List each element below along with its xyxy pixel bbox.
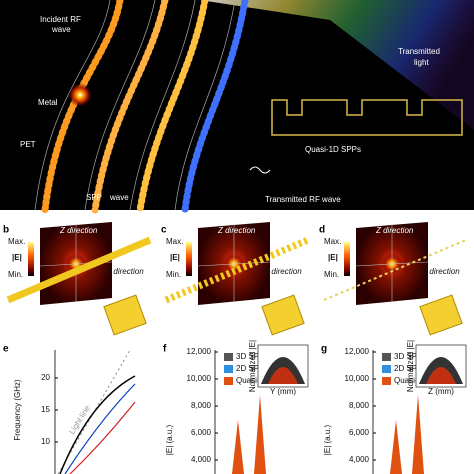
- label: Max.: [8, 237, 25, 246]
- y-axis-label: |E| (a.u.): [323, 424, 332, 455]
- label: Quasi-1D SPPs: [305, 145, 361, 154]
- color-bar: [186, 242, 192, 276]
- label: Transmitted: [398, 47, 440, 56]
- panel-letter: g: [321, 344, 327, 355]
- label: wave: [109, 193, 129, 202]
- color-bar: [28, 242, 34, 276]
- tick-label: 15: [41, 405, 50, 414]
- label: |E|: [170, 253, 180, 262]
- label: Y direction: [106, 267, 144, 276]
- label: Metal: [38, 98, 58, 107]
- peak: [412, 395, 424, 474]
- panel-letter: e: [3, 344, 9, 355]
- label: |E|: [328, 253, 338, 262]
- label: Max.: [166, 237, 183, 246]
- legend-label: 3D SPPs: [236, 352, 268, 361]
- tick-label: 8,000: [191, 401, 212, 410]
- inset-peak: [268, 367, 298, 384]
- legend-swatch: [382, 377, 391, 385]
- legend-swatch: [224, 365, 233, 373]
- label: Z direction: [59, 226, 98, 235]
- curve: [59, 375, 136, 474]
- tick-label: 10,000: [187, 374, 212, 383]
- unit-cell: [103, 294, 147, 336]
- tick-label: 6,000: [349, 428, 370, 437]
- tick-label: 8,000: [349, 401, 370, 410]
- color-bar: [344, 242, 350, 276]
- label: SPP: [86, 193, 102, 202]
- inset-label: Normalized |E|: [248, 340, 257, 392]
- label: wave: [51, 25, 71, 34]
- tick-label: 4,000: [349, 455, 370, 464]
- legend-swatch: [224, 353, 233, 361]
- legend-swatch: [382, 353, 391, 361]
- label: Min.: [8, 270, 23, 279]
- label: Incident RF: [40, 15, 81, 24]
- panel-letter: f: [163, 344, 167, 355]
- axis-line: [355, 261, 429, 267]
- tick-label: 12,000: [345, 347, 370, 356]
- panel-a: Incident RF wave Metal PET SPP wave Tran…: [0, 0, 474, 214]
- panel-letter: d: [319, 225, 325, 236]
- inset-label: Y (mm): [270, 387, 296, 396]
- legend-swatch: [224, 377, 233, 385]
- inset-label: Z (mm): [428, 387, 454, 396]
- label: Z direction: [217, 226, 256, 235]
- label: PET: [20, 140, 36, 149]
- panel-letter: c: [161, 225, 167, 236]
- label: Min.: [324, 270, 339, 279]
- peak: [390, 420, 402, 474]
- label: Y direction: [422, 267, 460, 276]
- structure: [164, 236, 310, 304]
- structure: [323, 239, 467, 301]
- curve: [64, 383, 136, 474]
- tick-label: 4,000: [191, 455, 212, 464]
- label: Transmitted RF wave: [265, 195, 341, 204]
- legend-swatch: [382, 365, 391, 373]
- structure: [6, 236, 152, 304]
- panel-letter: b: [3, 225, 9, 236]
- unit-cell: [419, 294, 463, 336]
- tick-label: 20: [41, 373, 50, 382]
- label: Max.: [324, 237, 341, 246]
- label: light: [414, 58, 429, 67]
- curve: [69, 401, 136, 474]
- peak: [254, 395, 266, 474]
- tick-label: 6,000: [191, 428, 212, 437]
- tick-label: 10,000: [345, 374, 370, 383]
- peak: [232, 420, 244, 474]
- inset-label: Normalized |E|: [406, 340, 415, 392]
- label: |E|: [12, 253, 22, 262]
- axis-line: [197, 261, 271, 267]
- y-axis-label: |E| (a.u.): [165, 424, 174, 455]
- tick-label: 10: [41, 437, 50, 446]
- label: Y direction: [264, 267, 302, 276]
- legend-label: 3D SPPs: [394, 352, 426, 361]
- y-axis-label: Frequency (GHz): [13, 379, 22, 441]
- label: Z direction: [375, 226, 414, 235]
- inset-peak: [426, 367, 456, 384]
- legend-label: 2D SPPs: [394, 364, 426, 373]
- tick-label: 12,000: [187, 347, 212, 356]
- label: Min.: [166, 270, 181, 279]
- legend-label: 2D SPPs: [236, 364, 268, 373]
- unit-cell: [261, 294, 305, 336]
